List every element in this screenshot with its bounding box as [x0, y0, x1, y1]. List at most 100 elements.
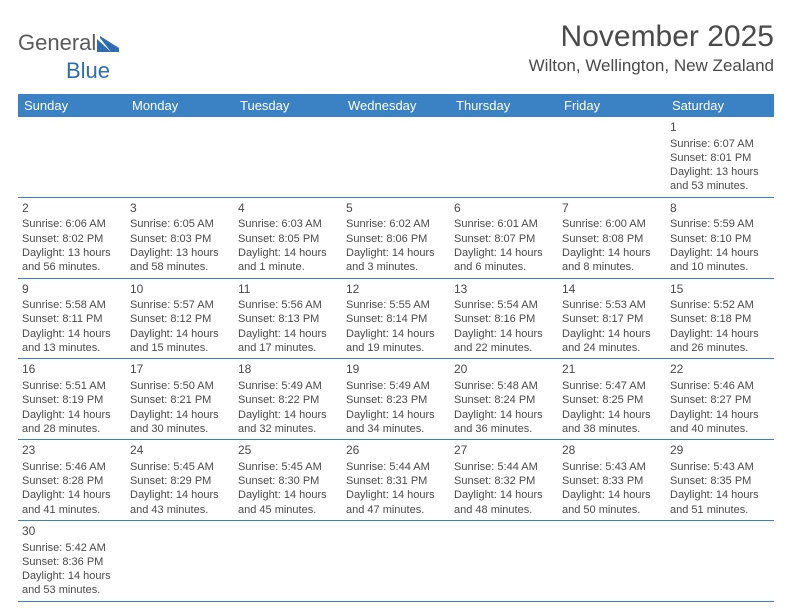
day-number: 3	[130, 201, 228, 217]
day-cell: 12Sunrise: 5:55 AMSunset: 8:14 PMDayligh…	[342, 278, 450, 359]
day-cell: 20Sunrise: 5:48 AMSunset: 8:24 PMDayligh…	[450, 359, 558, 440]
day-info-line: Daylight: 14 hours	[562, 488, 660, 502]
day-number: 18	[238, 362, 336, 378]
day-info-line: Sunrise: 5:59 AM	[670, 217, 768, 231]
day-info-line: Sunset: 8:23 PM	[346, 393, 444, 407]
day-info-line: Sunrise: 5:49 AM	[346, 379, 444, 393]
day-info-line: and 30 minutes.	[130, 422, 228, 436]
day-number: 8	[670, 201, 768, 217]
day-info-line: Daylight: 14 hours	[346, 488, 444, 502]
day-number: 19	[346, 362, 444, 378]
day-info-line: Sunset: 8:13 PM	[238, 312, 336, 326]
day-info-line: Daylight: 14 hours	[238, 246, 336, 260]
empty-cell	[450, 117, 558, 197]
day-info-line: Sunset: 8:24 PM	[454, 393, 552, 407]
day-info-line: and 19 minutes.	[346, 341, 444, 355]
dow-header: Thursday	[450, 94, 558, 117]
day-info-line: Daylight: 14 hours	[562, 408, 660, 422]
dow-header: Monday	[126, 94, 234, 117]
day-info-line: Sunrise: 5:43 AM	[562, 460, 660, 474]
day-number: 6	[454, 201, 552, 217]
day-info-line: and 53 minutes.	[670, 179, 768, 193]
day-info-line: Sunset: 8:22 PM	[238, 393, 336, 407]
day-number: 24	[130, 443, 228, 459]
day-info-line: Daylight: 14 hours	[130, 408, 228, 422]
day-info-line: Daylight: 14 hours	[130, 488, 228, 502]
week-row: 30Sunrise: 5:42 AMSunset: 8:36 PMDayligh…	[18, 520, 774, 601]
day-info-line: Sunrise: 5:55 AM	[346, 298, 444, 312]
dow-header: Sunday	[18, 94, 126, 117]
empty-cell	[342, 117, 450, 197]
day-number: 15	[670, 282, 768, 298]
empty-cell	[234, 520, 342, 601]
day-info-line: and 6 minutes.	[454, 260, 552, 274]
day-info-line: and 45 minutes.	[238, 503, 336, 517]
day-info-line: Sunrise: 5:49 AM	[238, 379, 336, 393]
calendar-body: 1Sunrise: 6:07 AMSunset: 8:01 PMDaylight…	[18, 117, 774, 601]
day-info-line: Sunrise: 5:45 AM	[130, 460, 228, 474]
day-info-line: Sunrise: 5:46 AM	[22, 460, 120, 474]
day-info-line: Sunset: 8:27 PM	[670, 393, 768, 407]
day-info-line: Sunrise: 5:45 AM	[238, 460, 336, 474]
day-cell: 2Sunrise: 6:06 AMSunset: 8:02 PMDaylight…	[18, 197, 126, 278]
day-info-line: Sunset: 8:16 PM	[454, 312, 552, 326]
day-info-line: and 26 minutes.	[670, 341, 768, 355]
day-info-line: and 41 minutes.	[22, 503, 120, 517]
week-row: 16Sunrise: 5:51 AMSunset: 8:19 PMDayligh…	[18, 359, 774, 440]
dow-header: Saturday	[666, 94, 774, 117]
week-row: 2Sunrise: 6:06 AMSunset: 8:02 PMDaylight…	[18, 197, 774, 278]
day-info-line: Sunrise: 5:44 AM	[346, 460, 444, 474]
day-info-line: and 50 minutes.	[562, 503, 660, 517]
day-info-line: Sunrise: 5:57 AM	[130, 298, 228, 312]
day-info-line: Daylight: 14 hours	[454, 246, 552, 260]
day-info-line: and 58 minutes.	[130, 260, 228, 274]
day-info-line: Sunset: 8:25 PM	[562, 393, 660, 407]
day-info-line: Daylight: 14 hours	[346, 246, 444, 260]
day-info-line: Sunset: 8:14 PM	[346, 312, 444, 326]
day-info-line: Sunset: 8:28 PM	[22, 474, 120, 488]
day-info-line: Sunrise: 5:44 AM	[454, 460, 552, 474]
day-number: 20	[454, 362, 552, 378]
day-cell: 6Sunrise: 6:01 AMSunset: 8:07 PMDaylight…	[450, 197, 558, 278]
day-info-line: Sunrise: 5:42 AM	[22, 541, 120, 555]
day-info-line: Daylight: 14 hours	[670, 246, 768, 260]
empty-cell	[234, 117, 342, 197]
day-number: 12	[346, 282, 444, 298]
day-cell: 8Sunrise: 5:59 AMSunset: 8:10 PMDaylight…	[666, 197, 774, 278]
logo-part1: General	[18, 30, 96, 55]
empty-cell	[126, 117, 234, 197]
day-info-line: Sunrise: 5:46 AM	[670, 379, 768, 393]
day-info-line: Sunset: 8:07 PM	[454, 232, 552, 246]
day-info-line: Daylight: 14 hours	[22, 327, 120, 341]
day-info-line: Sunset: 8:36 PM	[22, 555, 120, 569]
day-info-line: Sunset: 8:29 PM	[130, 474, 228, 488]
logo-part2: Blue	[66, 58, 110, 83]
day-info-line: Daylight: 14 hours	[670, 327, 768, 341]
day-cell: 26Sunrise: 5:44 AMSunset: 8:31 PMDayligh…	[342, 440, 450, 521]
day-number: 29	[670, 443, 768, 459]
day-cell: 7Sunrise: 6:00 AMSunset: 8:08 PMDaylight…	[558, 197, 666, 278]
day-info-line: Sunrise: 5:58 AM	[22, 298, 120, 312]
day-number: 26	[346, 443, 444, 459]
day-cell: 21Sunrise: 5:47 AMSunset: 8:25 PMDayligh…	[558, 359, 666, 440]
day-info-line: Sunrise: 5:52 AM	[670, 298, 768, 312]
day-info-line: Sunrise: 6:01 AM	[454, 217, 552, 231]
day-cell: 17Sunrise: 5:50 AMSunset: 8:21 PMDayligh…	[126, 359, 234, 440]
day-info-line: Sunset: 8:08 PM	[562, 232, 660, 246]
day-cell: 16Sunrise: 5:51 AMSunset: 8:19 PMDayligh…	[18, 359, 126, 440]
day-info-line: Sunset: 8:01 PM	[670, 151, 768, 165]
day-info-line: Sunrise: 5:47 AM	[562, 379, 660, 393]
day-info-line: and 8 minutes.	[562, 260, 660, 274]
day-number: 30	[22, 524, 120, 540]
day-cell: 1Sunrise: 6:07 AMSunset: 8:01 PMDaylight…	[666, 117, 774, 197]
day-number: 4	[238, 201, 336, 217]
day-info-line: and 32 minutes.	[238, 422, 336, 436]
dow-header: Wednesday	[342, 94, 450, 117]
day-cell: 25Sunrise: 5:45 AMSunset: 8:30 PMDayligh…	[234, 440, 342, 521]
logo-text: General Blue	[18, 30, 120, 84]
day-cell: 27Sunrise: 5:44 AMSunset: 8:32 PMDayligh…	[450, 440, 558, 521]
day-info-line: Sunset: 8:32 PM	[454, 474, 552, 488]
week-row: 9Sunrise: 5:58 AMSunset: 8:11 PMDaylight…	[18, 278, 774, 359]
day-info-line: and 28 minutes.	[22, 422, 120, 436]
day-info-line: Sunrise: 6:05 AM	[130, 217, 228, 231]
